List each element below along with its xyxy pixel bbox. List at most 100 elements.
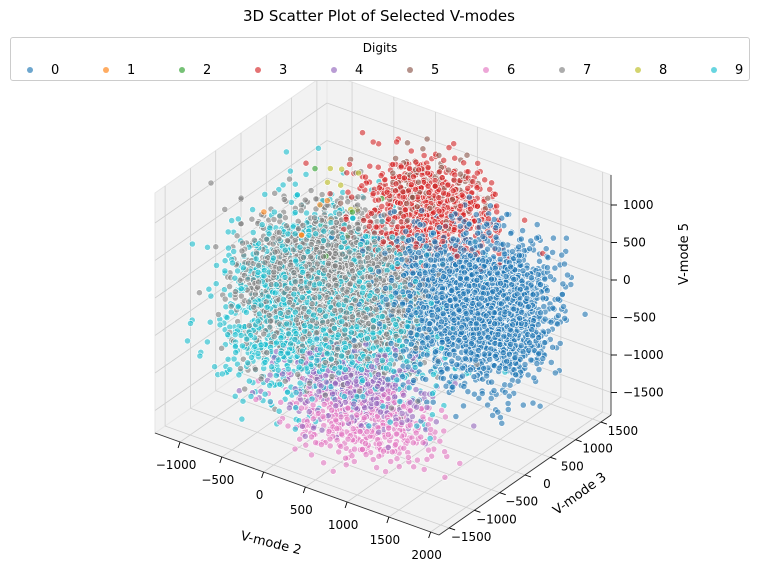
data-point-digit-3: [457, 202, 464, 210]
data-point-digit-3: [440, 156, 448, 164]
data-point-digit-7: [271, 189, 279, 197]
data-point-digit-5: [484, 194, 492, 202]
data-point-digit-3: [449, 187, 457, 195]
data-point-digit-0: [556, 339, 564, 347]
data-point-digit-3: [521, 216, 528, 224]
data-point-digit-5: [444, 166, 452, 174]
data-point-digit-3: [435, 207, 443, 215]
data-point-digit-3: [342, 215, 350, 223]
data-point-digit-3: [397, 163, 405, 171]
data-point-digit-7: [354, 193, 362, 201]
data-point-digit-7: [270, 216, 278, 223]
data-point-digit-9: [287, 198, 295, 206]
data-point-digit-1: [316, 201, 324, 209]
data-point-digit-5: [389, 169, 397, 177]
data-point-digit-3: [375, 196, 382, 204]
data-point-digit-7: [354, 207, 362, 215]
data-point-digit-3: [302, 159, 310, 167]
data-point-digit-5: [463, 151, 471, 159]
data-point-digit-3: [469, 178, 477, 185]
data-point-digit-3: [389, 161, 397, 168]
data-point-digit-3: [410, 173, 417, 180]
data-point-digit-3: [424, 164, 432, 171]
data-point-digit-3: [440, 189, 447, 197]
data-point-digit-9: [293, 191, 301, 199]
data-point-digit-9: [286, 167, 294, 175]
data-point-digit-3: [436, 168, 443, 176]
data-point-digit-7: [344, 198, 352, 206]
data-point-digit-3: [378, 202, 386, 210]
data-point-digit-9: [266, 224, 274, 232]
data-point-digit-3: [491, 190, 499, 198]
data-point-digit-8: [324, 178, 331, 186]
data-point-digit-3: [343, 169, 351, 177]
data-point-digit-3: [359, 129, 366, 137]
data-point-digit-7: [280, 196, 288, 203]
data-point-digit-0: [564, 271, 571, 279]
data-point-digit-3: [385, 215, 392, 223]
grid-line: [154, 102, 328, 224]
data-point-digit-3: [369, 190, 377, 197]
data-point-digit-7: [301, 196, 309, 204]
data-point-digit-7: [237, 292, 245, 300]
data-point-digit-3: [438, 174, 446, 182]
data-point-digit-3: [445, 144, 453, 151]
data-point-digit-9: [270, 208, 278, 216]
data-point-digit-0: [526, 245, 534, 253]
data-point-digit-5: [419, 145, 427, 153]
data-point-digit-7: [248, 215, 256, 223]
data-point-digit-9: [378, 217, 386, 225]
data-point-digit-2: [348, 208, 356, 216]
data-point-digit-3: [464, 168, 472, 176]
data-point-digit-0: [507, 229, 515, 237]
data-point-digit-0: [492, 233, 500, 241]
data-point-digit-3: [401, 206, 409, 214]
data-point-digit-7: [275, 235, 283, 243]
data-point-digit-3: [369, 138, 377, 146]
data-point-digit-3: [451, 154, 459, 162]
data-point-digit-3: [460, 159, 468, 167]
data-point-digit-7: [284, 237, 291, 244]
data-point-digit-9: [291, 209, 299, 216]
data-point-digit-5: [414, 178, 422, 186]
data-point-digit-7: [404, 216, 411, 224]
data-point-digit-3: [399, 188, 407, 196]
data-point-digit-7: [237, 194, 245, 202]
data-point-digit-3: [431, 182, 439, 190]
data-point-digit-0: [554, 320, 561, 328]
data-point-digit-0: [486, 202, 494, 210]
data-point-digit-3: [368, 209, 375, 217]
data-point-digit-7: [239, 239, 246, 247]
data-point-digit-7: [286, 175, 293, 183]
x-axis-line: [154, 432, 440, 536]
data-points: [184, 129, 589, 481]
data-point-digit-3: [450, 140, 458, 148]
data-point-digit-3: [377, 172, 385, 179]
data-point-digit-9: [314, 144, 322, 152]
data-point-digit-8: [337, 181, 345, 189]
data-point-digit-1: [323, 197, 331, 204]
data-point-digit-8: [355, 169, 362, 177]
data-point-digit-5: [426, 204, 434, 212]
data-point-digit-9: [242, 308, 250, 316]
data-point-digit-3: [383, 188, 391, 196]
data-point-digit-0: [551, 264, 559, 272]
data-point-digit-3: [411, 185, 419, 193]
data-point-digit-7: [269, 240, 277, 248]
data-point-digit-7: [365, 245, 373, 252]
data-point-digit-3: [393, 138, 400, 146]
data-point-digit-3: [346, 160, 353, 168]
data-point-digit-0: [549, 248, 556, 256]
data-point-digit-3: [488, 179, 495, 187]
data-point-digit-0: [485, 229, 493, 237]
data-point-digit-3: [481, 176, 489, 184]
data-point-digit-2: [311, 165, 319, 172]
data-point-digit-3: [415, 166, 423, 174]
data-point-digit-3: [412, 158, 420, 166]
data-point-digit-5: [392, 154, 399, 162]
data-point-digit-5: [403, 200, 411, 207]
data-point-digit-9: [282, 148, 290, 156]
data-point-digit-3: [435, 194, 443, 202]
data-point-digit-5: [404, 139, 411, 147]
